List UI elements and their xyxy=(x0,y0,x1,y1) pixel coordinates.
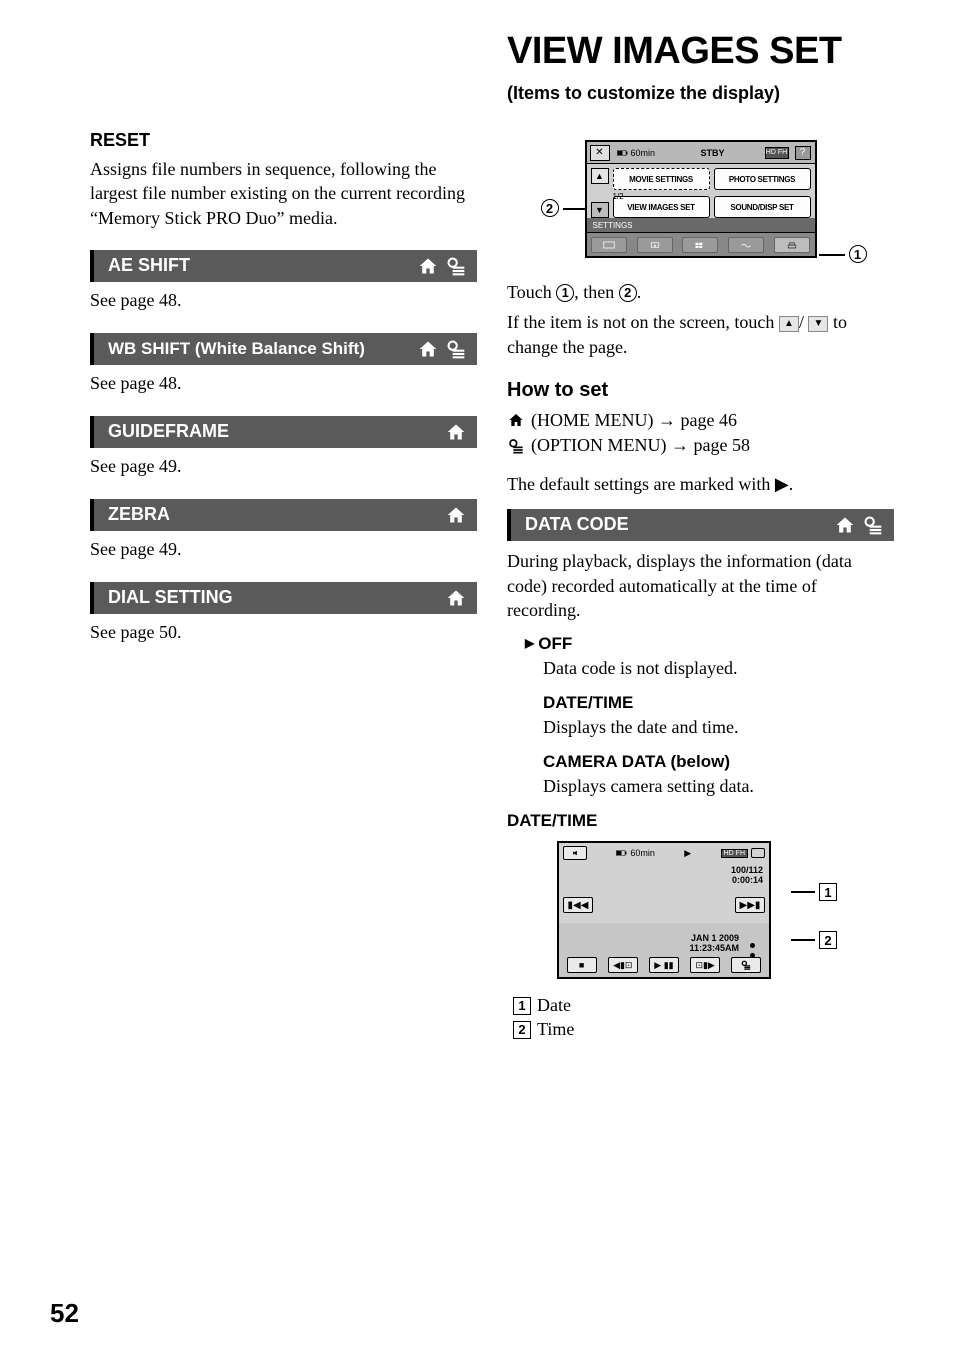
play-pause-icon: ▶ ▮▮ xyxy=(649,957,679,973)
callout-2: 2 xyxy=(541,199,559,217)
hd-badge: HD FH xyxy=(765,147,789,159)
wb-shift-label: WB SHIFT (White Balance Shift) xyxy=(108,340,411,359)
guideframe-label: GUIDEFRAME xyxy=(108,422,439,442)
option-menu-icon xyxy=(731,957,761,973)
fwd-icon: ⊡▮▶ xyxy=(690,957,720,973)
default-note: The default settings are marked with ▶. xyxy=(507,474,894,495)
date-time-heading: DATE/TIME xyxy=(507,811,894,831)
ae-shift-bar: AE SHIFT xyxy=(90,250,477,282)
home-icon xyxy=(445,505,467,525)
up-icon: ▲ xyxy=(779,316,799,332)
down-icon: ▼ xyxy=(808,316,828,332)
next-icon: ▶▶▮ xyxy=(735,897,765,913)
off-body: Data code is not displayed. xyxy=(543,658,894,679)
tab-icon xyxy=(728,237,764,253)
media-icon xyxy=(751,848,765,858)
datetime-heading: DATE/TIME xyxy=(543,693,894,713)
home-icon xyxy=(417,256,439,276)
cameradata-body: Displays camera setting data. xyxy=(543,776,894,797)
option-icon xyxy=(507,438,525,454)
page-indicator: 1/2 xyxy=(613,192,624,201)
home-icon xyxy=(834,515,856,535)
tab-icon xyxy=(591,237,627,253)
off-heading: OFF xyxy=(525,634,894,654)
hd-badge: HD FH xyxy=(721,849,748,858)
legend-date: Date xyxy=(537,995,571,1016)
page-number: 52 xyxy=(50,1298,79,1329)
battery-label: 60min xyxy=(630,848,655,858)
page-title: VIEW IMAGES SET xyxy=(507,30,894,73)
zebra-see: See page 49. xyxy=(90,539,477,560)
data-code-label: DATA CODE xyxy=(525,515,828,535)
tab-settings-icon xyxy=(774,237,810,253)
menu-photo-settings: PHOTO SETTINGS xyxy=(714,168,811,190)
callout-1: 1 xyxy=(819,883,837,901)
rew-icon: ◀▮⊡ xyxy=(608,957,638,973)
stby-label: STBY xyxy=(700,148,724,158)
page-subtitle: (Items to customize the display) xyxy=(507,83,894,104)
close-icon: ✕ xyxy=(590,145,610,161)
option-icon xyxy=(445,256,467,276)
home-icon xyxy=(445,588,467,608)
legend: 1Date 2Time xyxy=(513,995,894,1040)
tab-icon xyxy=(637,237,673,253)
timecode-label: 0:00:14 xyxy=(731,875,763,885)
menu-view-images-set: VIEW IMAGES SET xyxy=(613,196,710,218)
callout-2: 2 xyxy=(819,931,837,949)
battery-icon: 60min xyxy=(617,148,656,158)
tab-icon xyxy=(682,237,718,253)
menu-movie-settings: MOVIE SETTINGS xyxy=(613,168,710,190)
down-icon: ▼ xyxy=(591,202,609,218)
callout-1: 1 xyxy=(849,245,867,263)
scroll-instruction: If the item is not on the screen, touch … xyxy=(507,310,894,359)
option-icon xyxy=(445,339,467,359)
settings-diagram: 2 ✕ 60min STBY HD FH ? ▲ ▼ xyxy=(541,140,861,258)
home-menu-line: (HOME MENU) → page 46 xyxy=(507,408,894,433)
legend-time: Time xyxy=(537,1019,574,1040)
reset-heading: RESET xyxy=(90,130,477,151)
up-icon: ▲ xyxy=(591,168,609,184)
option-menu-line: (OPTION MENU) → page 58 xyxy=(507,433,894,458)
data-code-body: During playback, displays the informatio… xyxy=(507,549,894,622)
menu-sound-disp-set: SOUND/DISP SET xyxy=(714,196,811,218)
date-label: JAN 1 2009 xyxy=(691,933,739,943)
clock-label: 11:23:45AM xyxy=(689,943,739,953)
wb-shift-see: See page 48. xyxy=(90,373,477,394)
zebra-bar: ZEBRA xyxy=(90,499,477,531)
home-icon xyxy=(507,412,525,428)
reset-body: Assigns file numbers in sequence, follow… xyxy=(90,157,477,230)
ae-shift-label: AE SHIFT xyxy=(108,256,411,276)
prev-icon: ▮◀◀ xyxy=(563,897,593,913)
guideframe-see: See page 49. xyxy=(90,456,477,477)
settings-label: SETTINGS xyxy=(587,218,815,232)
counter-label: 100/112 xyxy=(731,865,763,875)
playback-diagram: 60min ▶ HD FH 100/112 0:00:14 ▮◀◀ ▶▶▮ JA… xyxy=(557,841,837,979)
datetime-body: Displays the date and time. xyxy=(543,717,894,738)
dial-bar: DIAL SETTING xyxy=(90,582,477,614)
wb-shift-bar: WB SHIFT (White Balance Shift) xyxy=(90,333,477,365)
dial-label: DIAL SETTING xyxy=(108,588,439,608)
option-icon xyxy=(862,515,884,535)
touch-instruction: Touch 1, then 2. xyxy=(507,280,894,304)
zebra-label: ZEBRA xyxy=(108,505,439,525)
guideframe-bar: GUIDEFRAME xyxy=(90,416,477,448)
cameradata-heading: CAMERA DATA (below) xyxy=(543,752,894,772)
help-icon: ? xyxy=(795,146,811,160)
back-icon xyxy=(563,846,587,860)
data-code-bar: DATA CODE xyxy=(507,509,894,541)
home-icon xyxy=(417,339,439,359)
home-icon xyxy=(445,422,467,442)
stop-icon: ■ xyxy=(567,957,597,973)
ae-shift-see: See page 48. xyxy=(90,290,477,311)
how-to-set-heading: How to set xyxy=(507,379,894,402)
dial-see: See page 50. xyxy=(90,622,477,643)
